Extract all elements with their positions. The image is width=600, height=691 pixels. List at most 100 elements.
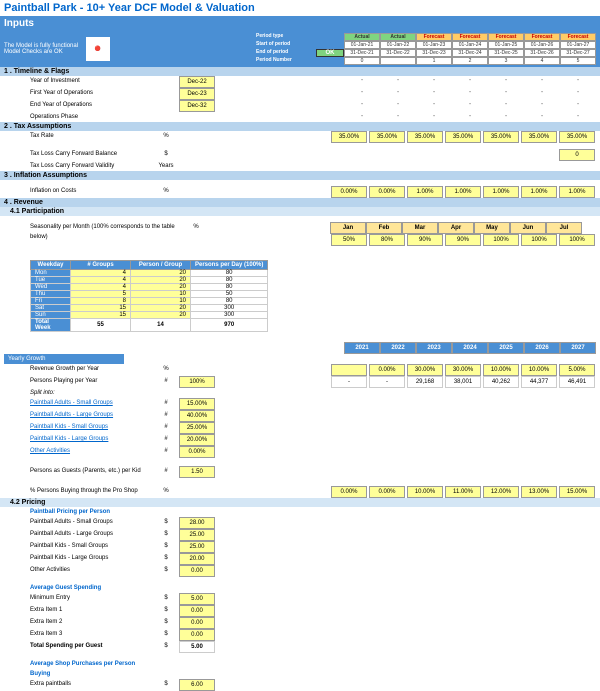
data-cell: 0 xyxy=(344,57,380,65)
price-input[interactable]: 25.00 xyxy=(179,541,215,553)
groups-input[interactable]: 4 xyxy=(71,284,131,291)
price-input[interactable]: 28.00 xyxy=(179,517,215,529)
data-cell[interactable]: 35.00% xyxy=(407,131,443,143)
split-input[interactable]: 40.00% xyxy=(179,410,215,422)
data-cell[interactable]: 0.00% xyxy=(331,186,367,198)
dash-cell: - xyxy=(416,88,452,100)
year-header: 2022 xyxy=(380,342,416,354)
data-cell[interactable]: 1.00% xyxy=(483,186,519,198)
data-cell[interactable]: 1.00% xyxy=(407,186,443,198)
data-cell[interactable]: 13.00% xyxy=(521,486,557,498)
persons-input[interactable]: 20 xyxy=(131,270,191,277)
data-cell[interactable]: 35.00% xyxy=(559,131,595,143)
groups-input[interactable]: 15 xyxy=(71,312,131,319)
weekday-name: Sat xyxy=(31,305,71,312)
price-input[interactable]: 20.00 xyxy=(179,553,215,565)
data-cell[interactable]: 35.00% xyxy=(521,131,557,143)
data-cell[interactable]: 15.00% xyxy=(559,486,595,498)
gs-input[interactable]: 0.00 xyxy=(179,605,215,617)
data-cell[interactable]: 50% xyxy=(331,234,367,246)
data-cell[interactable]: 1.00% xyxy=(559,186,595,198)
data-cell: 01-Jan-24 xyxy=(452,41,488,49)
gs-label: Extra Item 2 xyxy=(4,617,154,629)
data-cell[interactable]: 100% xyxy=(559,234,595,246)
data-cell[interactable]: 0.00% xyxy=(369,186,405,198)
groups-input[interactable]: 8 xyxy=(71,298,131,305)
weekday-col-header: Persons per Day (100%) xyxy=(191,261,268,270)
split-label[interactable]: Paintball Adults - Large Groups xyxy=(4,410,154,422)
timeline-input[interactable]: Dec-23 xyxy=(179,88,215,100)
price-label: Paintball Adults - Large Groups xyxy=(4,529,154,541)
section-inflation: 3 . Inflation Assumptions xyxy=(0,171,600,180)
dash-cell: - xyxy=(344,112,380,122)
ppy-input[interactable]: 100% xyxy=(179,376,215,388)
timeline-label: Year of Investment xyxy=(4,76,154,88)
split-input[interactable]: 25.00% xyxy=(179,422,215,434)
period-end-label: End of period xyxy=(256,49,316,57)
split-label[interactable]: Paintball Kids - Large Groups xyxy=(4,434,154,446)
data-cell[interactable]: 10.00% xyxy=(483,364,519,376)
data-cell[interactable]: 30.00% xyxy=(407,364,443,376)
split-unit: # xyxy=(154,410,178,422)
persons-input[interactable]: 20 xyxy=(131,284,191,291)
split-input[interactable]: 0.00% xyxy=(179,446,215,458)
groups-input[interactable]: 15 xyxy=(71,305,131,312)
price-input[interactable]: 25.00 xyxy=(179,529,215,541)
data-cell[interactable]: 90% xyxy=(407,234,443,246)
split-label[interactable]: Paintball Kids - Small Groups xyxy=(4,422,154,434)
persons-input[interactable]: 10 xyxy=(131,298,191,305)
timeline-input[interactable]: Dec-32 xyxy=(179,100,215,112)
data-cell[interactable]: 90% xyxy=(445,234,481,246)
split-input[interactable]: 20.00% xyxy=(179,434,215,446)
data-cell[interactable]: 100% xyxy=(521,234,557,246)
price-input[interactable]: 0.00 xyxy=(179,565,215,577)
persons-input[interactable]: 20 xyxy=(131,305,191,312)
gs-input[interactable]: 0.00 xyxy=(179,629,215,641)
weekday-name: Tue xyxy=(31,277,71,284)
groups-input[interactable]: 4 xyxy=(71,270,131,277)
gs-input[interactable]: 0.00 xyxy=(179,617,215,629)
data-cell[interactable]: 80% xyxy=(369,234,405,246)
data-cell[interactable] xyxy=(331,364,367,376)
persons-input[interactable]: 20 xyxy=(131,312,191,319)
shop-item-input[interactable]: 6.00 xyxy=(179,679,215,691)
gs-label: Extra Item 1 xyxy=(4,605,154,617)
data-cell[interactable]: 1.00% xyxy=(445,186,481,198)
timeline-input[interactable]: Dec-22 xyxy=(179,76,215,88)
data-cell[interactable]: 0.00% xyxy=(331,486,367,498)
month-header: Jan xyxy=(330,222,366,234)
persons-input[interactable]: 20 xyxy=(131,277,191,284)
year-header: 2024 xyxy=(452,342,488,354)
data-cell[interactable]: 35.00% xyxy=(331,131,367,143)
data-cell[interactable]: 1.00% xyxy=(521,186,557,198)
pricing-header: Paintball Pricing per Person xyxy=(4,507,154,517)
groups-input[interactable]: 4 xyxy=(71,277,131,284)
data-cell[interactable]: 5.00% xyxy=(559,364,595,376)
gs-input[interactable]: 5.00 xyxy=(179,593,215,605)
data-cell[interactable]: 12.00% xyxy=(483,486,519,498)
data-cell[interactable]: 35.00% xyxy=(483,131,519,143)
data-cell[interactable]: 11.00% xyxy=(445,486,481,498)
dash-cell: - xyxy=(524,88,560,100)
tlcf-input[interactable]: 0 xyxy=(559,149,595,161)
split-unit: # xyxy=(154,398,178,410)
data-cell[interactable]: 100% xyxy=(483,234,519,246)
guests-input[interactable]: 1.50 xyxy=(179,466,215,478)
data-cell: 1 xyxy=(416,57,452,65)
split-input[interactable]: 15.00% xyxy=(179,398,215,410)
data-cell[interactable]: 10.00% xyxy=(407,486,443,498)
timeline-label: First Year of Operations xyxy=(4,88,154,100)
dash-cell: - xyxy=(488,88,524,100)
split-label[interactable]: Other Activities xyxy=(4,446,154,458)
data-cell[interactable]: 10.00% xyxy=(521,364,557,376)
gs-unit: $ xyxy=(154,605,178,617)
groups-input[interactable]: 5 xyxy=(71,291,131,298)
data-cell[interactable]: 0.00% xyxy=(369,364,405,376)
data-cell[interactable]: 30.00% xyxy=(445,364,481,376)
data-cell[interactable]: 35.00% xyxy=(369,131,405,143)
data-cell[interactable]: 35.00% xyxy=(445,131,481,143)
split-label[interactable]: Paintball Adults - Small Groups xyxy=(4,398,154,410)
data-cell[interactable]: 0.00% xyxy=(369,486,405,498)
data-cell: 31-Dec-27 xyxy=(560,49,596,57)
persons-input[interactable]: 10 xyxy=(131,291,191,298)
